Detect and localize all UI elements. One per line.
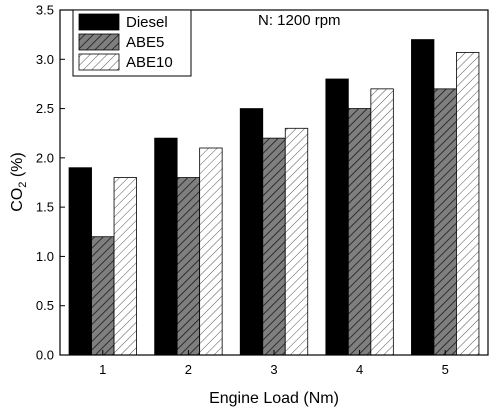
y-tick-label: 1.5 — [36, 200, 54, 215]
y-axis-title-unit: (%) — [9, 152, 26, 181]
legend-swatch-abe10 — [78, 53, 120, 71]
bar-abe10-load-5 — [456, 51, 480, 356]
bar-diesel-load-1 — [68, 167, 92, 356]
bar-abe10-load-2 — [199, 147, 223, 356]
legend-label-diesel: Diesel — [126, 14, 168, 31]
legend-label-abe10: ABE10 — [126, 54, 173, 71]
legend-swatch-abe5 — [78, 33, 120, 51]
bar-diesel-load-4 — [325, 78, 349, 356]
x-tick-label: 3 — [270, 362, 277, 377]
legend: Diesel ABE5 ABE10 — [72, 9, 192, 77]
legend-swatch-diesel — [78, 13, 120, 31]
bar-diesel-load-5 — [411, 39, 435, 356]
x-axis-ticks: 1 2 3 4 5 — [99, 350, 449, 377]
y-axis-ticks: 0.0 0.5 1.0 1.5 2.0 2.5 3.0 3.5 — [36, 3, 65, 363]
y-axis-title-subscript: 2 — [17, 182, 29, 188]
x-tick-label: 1 — [99, 362, 106, 377]
y-tick-label: 3.5 — [36, 3, 54, 18]
y-axis-title: CO2 (%) — [9, 152, 29, 211]
y-tick-label: 0.0 — [36, 348, 54, 363]
annotation-rpm: N: 1200 rpm — [258, 12, 341, 29]
y-axis-title-main: CO — [9, 188, 26, 212]
x-axis-title: Engine Load (Nm) — [209, 390, 339, 407]
bar-abe5-load-2 — [176, 177, 201, 356]
x-tick-label: 5 — [442, 362, 449, 377]
bar-abe5-load-4 — [347, 108, 372, 356]
bars-group — [68, 39, 480, 356]
y-tick-label: 1.0 — [36, 249, 54, 264]
bar-diesel-load-3 — [239, 108, 264, 356]
bar-abe10-load-3 — [284, 127, 309, 356]
bar-abe10-load-1 — [113, 177, 137, 356]
bar-diesel-load-2 — [154, 137, 178, 356]
x-tick-label: 2 — [185, 362, 192, 377]
bar-abe10-load-4 — [370, 88, 394, 356]
bar-abe5-load-5 — [433, 88, 457, 356]
plot-frame — [59, 9, 489, 356]
legend-label-abe5: ABE5 — [126, 34, 164, 51]
y-tick-label: 2.5 — [36, 101, 54, 116]
x-tick-label: 4 — [356, 362, 363, 377]
bar-abe5-load-1 — [91, 236, 115, 356]
bar-abe5-load-3 — [262, 137, 286, 356]
y-tick-label: 3.0 — [36, 52, 54, 67]
y-tick-label: 0.5 — [36, 298, 54, 313]
y-tick-label: 2.0 — [36, 150, 54, 165]
